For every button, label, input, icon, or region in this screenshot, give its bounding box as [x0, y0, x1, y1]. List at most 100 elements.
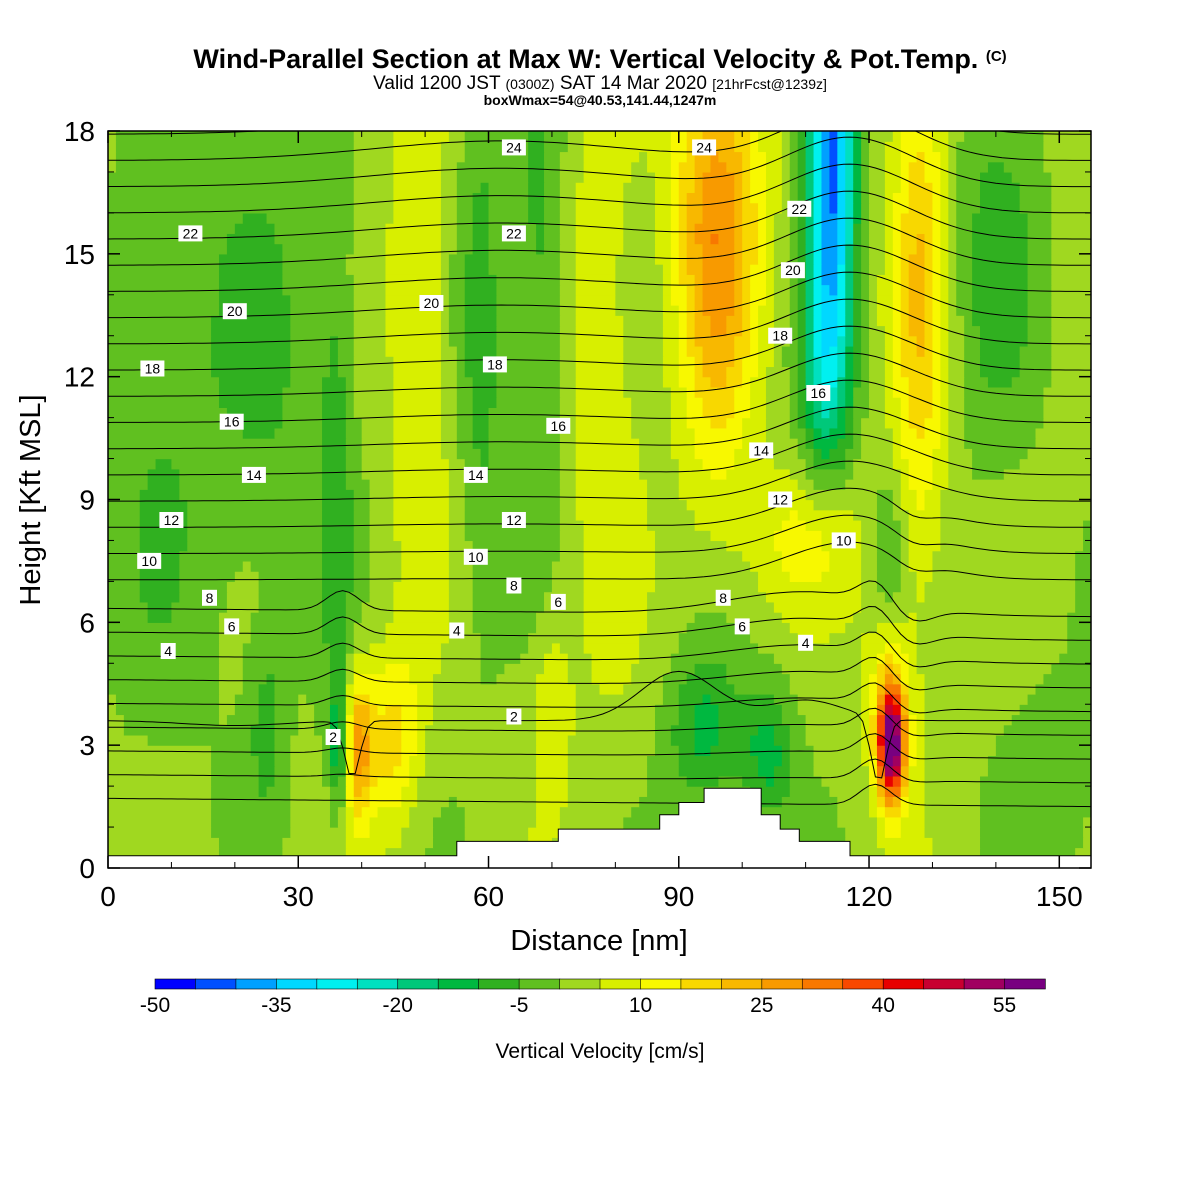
field-cell — [234, 704, 260, 716]
field-cell — [345, 755, 355, 767]
field-cell — [821, 151, 830, 163]
field-cell — [345, 264, 387, 275]
field-cell — [108, 243, 228, 255]
field-cell — [972, 223, 1029, 234]
field-cell — [908, 284, 926, 296]
field-cell — [654, 202, 672, 214]
field-cell — [845, 161, 854, 173]
field-cell — [813, 274, 823, 286]
field-cell — [179, 581, 228, 593]
field-cell — [567, 745, 656, 757]
field-cell — [670, 397, 688, 408]
svg-text:18: 18 — [145, 361, 161, 377]
theta-contour-line — [108, 460, 1091, 502]
field-cell — [393, 141, 442, 153]
field-cell — [417, 734, 426, 746]
field-cell — [353, 734, 371, 746]
field-cell — [290, 806, 331, 818]
field-cell — [1051, 294, 1091, 306]
field-cell — [472, 376, 498, 388]
field-cell — [1035, 427, 1091, 439]
field-cell — [924, 243, 934, 255]
field-cell — [401, 704, 418, 716]
field-cell — [932, 223, 941, 234]
field-cell — [139, 499, 188, 511]
field-cell — [488, 427, 561, 439]
field-cell — [964, 366, 981, 378]
field-cell — [670, 192, 680, 204]
field-cell — [702, 305, 735, 316]
field-cell — [900, 264, 910, 275]
field-cell — [559, 243, 577, 255]
field-cell — [108, 397, 220, 408]
field-cell — [179, 571, 236, 582]
field-cell — [908, 325, 926, 337]
field-cell — [972, 233, 1029, 245]
field-cell — [464, 530, 561, 542]
field-cell — [1011, 171, 1052, 183]
field-cell — [559, 458, 577, 470]
field-cell — [623, 233, 656, 245]
field-cell — [559, 479, 577, 490]
field-cell — [861, 448, 894, 460]
field-cell — [734, 806, 838, 818]
field-cell — [536, 816, 561, 828]
field-cell — [575, 335, 624, 347]
field-cell — [559, 366, 577, 378]
field-cell — [250, 560, 323, 572]
field-cell — [369, 816, 410, 828]
field-cell — [448, 479, 466, 490]
field-cell — [813, 141, 823, 153]
field-cell — [781, 704, 799, 716]
field-cell — [797, 131, 807, 142]
field-cell — [472, 397, 498, 408]
field-cell — [575, 315, 624, 327]
field-cell — [623, 182, 656, 194]
field-cell — [972, 284, 1029, 296]
field-cell — [559, 233, 577, 245]
theta-contour-line — [108, 190, 1091, 240]
field-cell — [876, 683, 886, 695]
field-cell — [940, 305, 949, 316]
field-cell — [488, 417, 561, 429]
field-cell — [369, 581, 394, 593]
svg-text:16: 16 — [551, 418, 567, 434]
theta-contour-label: 22 — [787, 200, 812, 217]
field-cell — [805, 284, 815, 296]
field-cell — [211, 796, 291, 808]
field-cell — [314, 724, 331, 736]
field-cell — [876, 519, 902, 531]
field-cell — [750, 816, 838, 828]
field-cell — [789, 335, 799, 347]
field-cell — [900, 356, 934, 368]
field-cell — [314, 714, 331, 726]
field-cell — [108, 745, 212, 757]
field-cell — [892, 366, 902, 378]
field-cell — [686, 243, 704, 255]
field-cell — [726, 540, 775, 552]
field-cell — [108, 458, 157, 470]
field-cell — [916, 345, 926, 357]
field-cell — [440, 417, 458, 429]
field-cell — [488, 264, 561, 275]
field-cell — [686, 223, 696, 234]
field-cell — [861, 243, 870, 255]
field-cell — [322, 632, 347, 644]
field-cell — [892, 724, 902, 736]
field-cell — [440, 264, 450, 275]
field-cell — [250, 734, 276, 746]
field-cell — [337, 734, 347, 746]
field-cell — [480, 653, 521, 664]
field-cell — [393, 182, 442, 194]
field-cell — [496, 294, 561, 306]
field-cell — [734, 294, 743, 306]
field-cell — [742, 305, 751, 316]
field-cell — [639, 796, 759, 808]
field-cell — [821, 182, 830, 194]
field-cell — [845, 427, 854, 439]
field-cell — [821, 397, 838, 408]
field-cell — [496, 305, 561, 316]
field-cell — [805, 376, 815, 388]
field-cell — [559, 642, 585, 654]
